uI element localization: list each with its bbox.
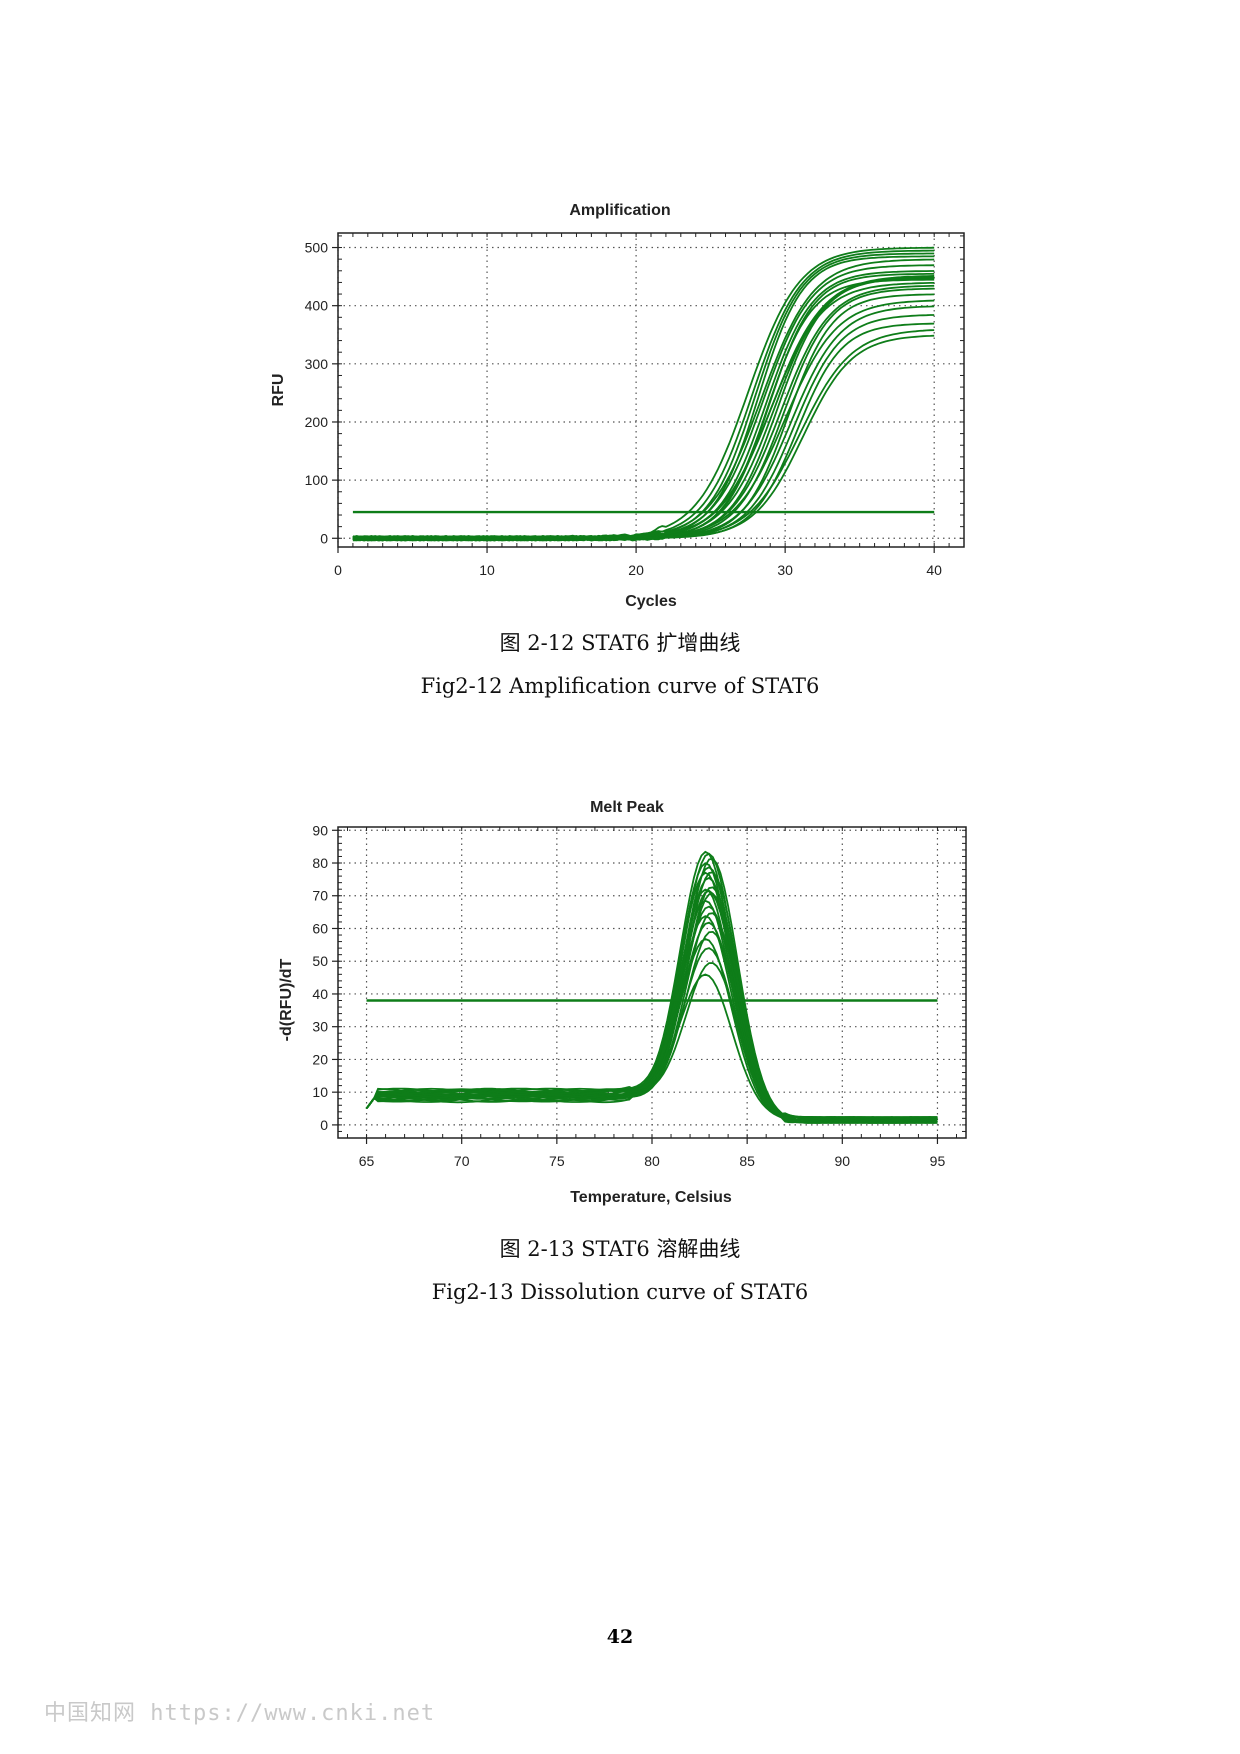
y-axis-ticks: 0 100 200 300 400 500 — [305, 235, 964, 546]
y-tick-label: 40 — [312, 986, 328, 1002]
x-axis-label: Cycles — [625, 593, 677, 610]
x-tick-label: 65 — [359, 1153, 375, 1169]
curve-group — [365, 850, 938, 1124]
curve-group — [352, 246, 935, 542]
amplification-curve — [352, 322, 935, 542]
figure-caption-english: Fig2-13 Dissolution curve of STAT6 — [431, 1280, 809, 1304]
grid-lines — [337, 233, 964, 547]
amplification-curve — [352, 255, 935, 542]
amplification-curve — [352, 264, 935, 542]
figure-caption-chinese: 图 2-12 STAT6 扩增曲线 — [499, 631, 741, 655]
x-tick-label: 75 — [549, 1153, 565, 1169]
x-tick-label: 40 — [926, 562, 942, 578]
amplification-curve — [352, 246, 935, 542]
x-tick-label: 80 — [644, 1153, 660, 1169]
amplification-curve — [352, 314, 935, 542]
chart-title: Melt Peak — [590, 799, 664, 816]
x-axis-ticks: 65 70 75 80 85 90 95 — [347, 827, 957, 1169]
amplification-curve — [352, 273, 935, 542]
x-tick-label: 30 — [777, 562, 793, 578]
melt-curve — [365, 962, 938, 1124]
y-tick-label: 400 — [305, 298, 329, 314]
y-tick-label: 500 — [305, 240, 329, 256]
y-tick-label: 20 — [312, 1051, 328, 1067]
y-tick-label: 70 — [312, 888, 328, 904]
amplification-curve — [352, 275, 935, 542]
grid-lines — [338, 827, 966, 1138]
chart-title: Amplification — [569, 202, 670, 219]
x-tick-label: 10 — [479, 562, 495, 578]
x-tick-label: 20 — [628, 562, 644, 578]
x-axis-label: Temperature, Celsius — [570, 1189, 732, 1206]
y-tick-label: 10 — [312, 1084, 328, 1100]
y-tick-label: 90 — [312, 822, 328, 838]
amplification-curve — [352, 276, 935, 542]
cnki-watermark: 中国知网 https://www.cnki.net — [44, 1701, 436, 1726]
y-tick-label: 0 — [320, 530, 328, 546]
figure-caption-english: Fig2-12 Amplification curve of STAT6 — [420, 674, 820, 698]
page-number: 42 — [606, 1626, 634, 1648]
plot-frame — [337, 232, 965, 548]
y-tick-label: 50 — [312, 953, 328, 969]
x-tick-label: 85 — [739, 1153, 755, 1169]
y-axis-label: -d(RFU)/dT — [278, 958, 295, 1041]
amplification-curve — [352, 270, 935, 542]
x-tick-label: 90 — [835, 1153, 851, 1169]
y-tick-label: 0 — [320, 1117, 328, 1133]
y-axis-label: RFU — [270, 374, 287, 407]
y-tick-label: 100 — [305, 472, 329, 488]
amplification-curve — [352, 334, 935, 542]
melt-curve — [365, 973, 938, 1124]
x-tick-label: 95 — [930, 1153, 946, 1169]
amplification-curve — [352, 293, 935, 542]
y-tick-label: 60 — [312, 920, 328, 936]
y-tick-label: 30 — [312, 1019, 328, 1035]
amplification-curve — [352, 299, 935, 542]
x-tick-label: 70 — [454, 1153, 470, 1169]
melt-peak-chart: Melt Peak 65 70 75 80 85 90 95 0 10 20 30 40 50 60 70… — [278, 799, 967, 1206]
amplification-curve — [352, 252, 935, 542]
y-tick-label: 200 — [305, 414, 329, 430]
x-axis-ticks: 0 10 20 30 40 — [334, 233, 965, 578]
amplification-curve — [352, 329, 935, 542]
amplification-curve — [352, 282, 935, 542]
x-tick-label: 0 — [334, 562, 342, 578]
amplification-curve — [352, 305, 935, 542]
figure-caption-chinese: 图 2-13 STAT6 溶解曲线 — [499, 1237, 741, 1261]
y-tick-label: 80 — [312, 855, 328, 871]
amplification-curve — [352, 277, 935, 542]
amplification-curve — [352, 284, 935, 542]
amplification-chart: Amplification 0 10 20 30 40 0 100 200 300 400 500… — [270, 202, 965, 610]
y-tick-label: 300 — [305, 356, 329, 372]
y-axis-ticks: 0 10 20 30 40 50 60 70 80 90 — [312, 822, 966, 1139]
